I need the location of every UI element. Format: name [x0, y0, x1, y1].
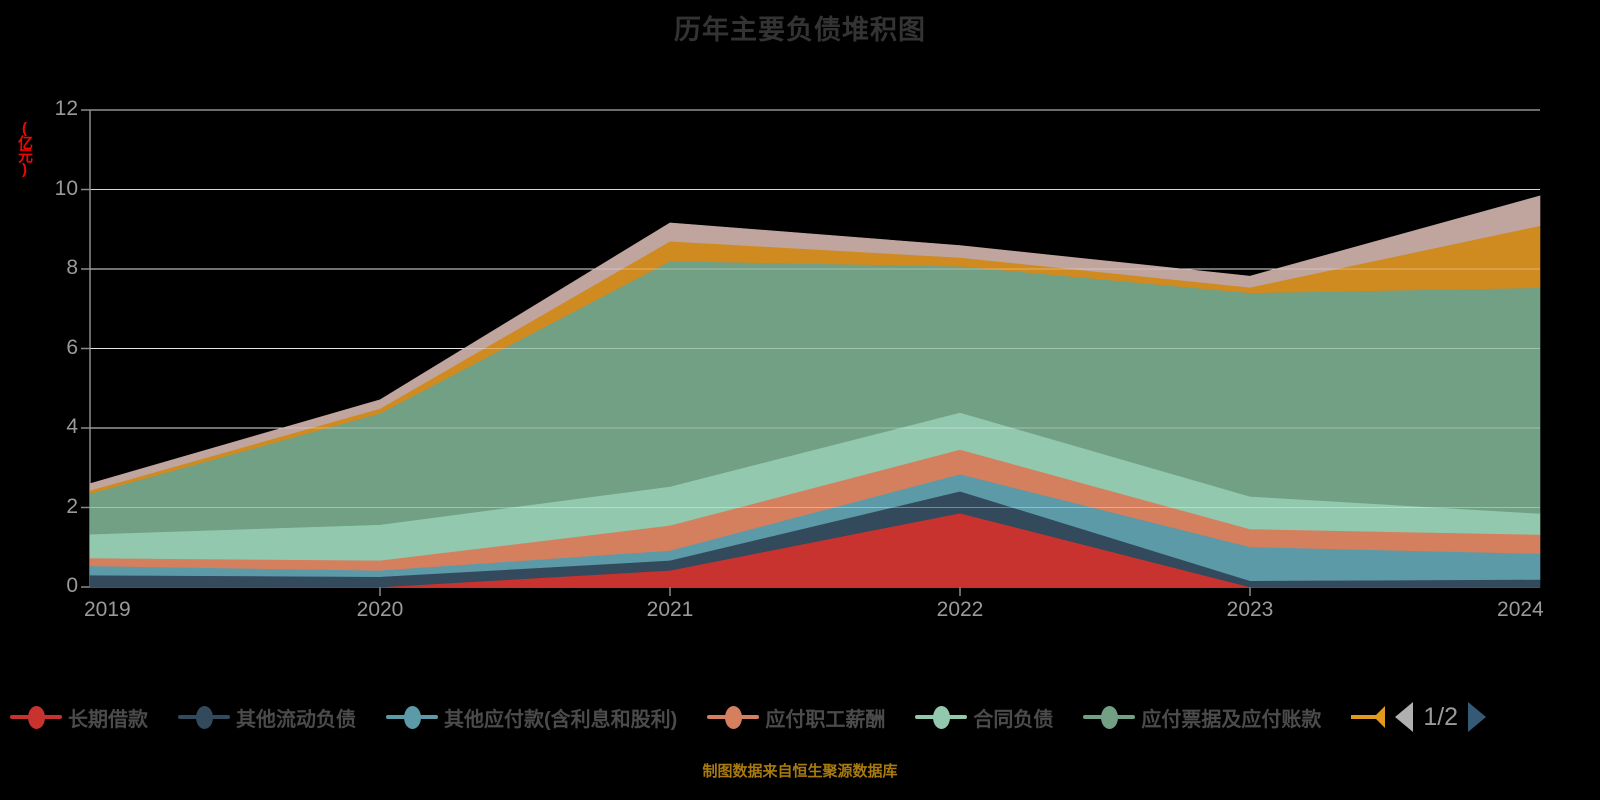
x-tick-label: 2024 [1497, 598, 1544, 621]
pager-label: 1/2 [1423, 702, 1459, 731]
x-tick-label: 2023 [1226, 598, 1274, 621]
y-tick-label: 12 [54, 97, 78, 120]
legend-marker-icon [1083, 705, 1136, 729]
legend-item-label: 长期借款 [68, 708, 148, 731]
legend-item[interactable]: 应付票据及应付账款 [1083, 703, 1321, 732]
legend-marker-icon [178, 705, 230, 729]
legend-item[interactable]: 其他应付款(含利息和股利) [386, 703, 677, 732]
triangle-right-icon[interactable] [1468, 702, 1487, 732]
legend-marker-icon [386, 705, 438, 729]
x-tick-label: 2021 [646, 598, 694, 621]
area-series [89, 195, 1541, 491]
plot-area: 0 2 4 6 8 10 12 (亿元) 2019 2020 2021 2022 2023 2024 [0, 0, 1544, 660]
y-axis-ticks: 0 2 4 6 8 10 12 [0, 0, 78, 660]
y-tick-label: 2 [66, 494, 78, 518]
legend-marker-icon [707, 705, 760, 729]
legend-item-label: 其他流动负债 [236, 708, 356, 731]
legend-item[interactable]: 其他流动负债 [178, 703, 356, 732]
legend-item-label: 应付票据及应付账款 [1141, 708, 1322, 731]
y-tick-label: 4 [66, 415, 78, 438]
triangle-left-icon[interactable] [1395, 702, 1414, 732]
legend-item[interactable]: 合同负债 [915, 703, 1053, 732]
legend-item-partial[interactable] [1351, 706, 1386, 728]
legend-item-label: 应付职工薪酬 [765, 708, 886, 731]
y-tick-label: 10 [54, 176, 78, 200]
page-title: 历年主要负债堆积图 [674, 15, 926, 45]
y-axis-title: (亿元) [16, 120, 33, 176]
legend-item[interactable]: 长期借款 [10, 703, 148, 732]
legend-pager: 1/2 [1395, 702, 1487, 732]
x-tick-label: 2019 [84, 598, 131, 621]
legend-item-label: 合同负债 [973, 708, 1054, 731]
y-tick-label: 8 [66, 256, 78, 279]
stacked-area-svg [81, 109, 1541, 596]
x-tick-label: 2020 [356, 598, 404, 621]
legend-item[interactable]: 应付职工薪酬 [707, 703, 885, 732]
y-tick-label: 6 [66, 335, 78, 359]
legend-item-label: 其他应付款(含利息和股利) [444, 708, 678, 731]
legend-marker-icon [915, 705, 968, 729]
legend-marker-icon [10, 705, 62, 729]
y-tick-label: 0 [66, 574, 78, 597]
chart-legend: 长期借款 其他流动负债 其他应付款(含利息和股利) 应付职工薪酬 合同负债 应付票据及应付… [0, 694, 1600, 740]
x-tick-label: 2022 [936, 598, 984, 621]
footer-note: 制图数据来自恒生聚源数据库 [702, 763, 898, 780]
